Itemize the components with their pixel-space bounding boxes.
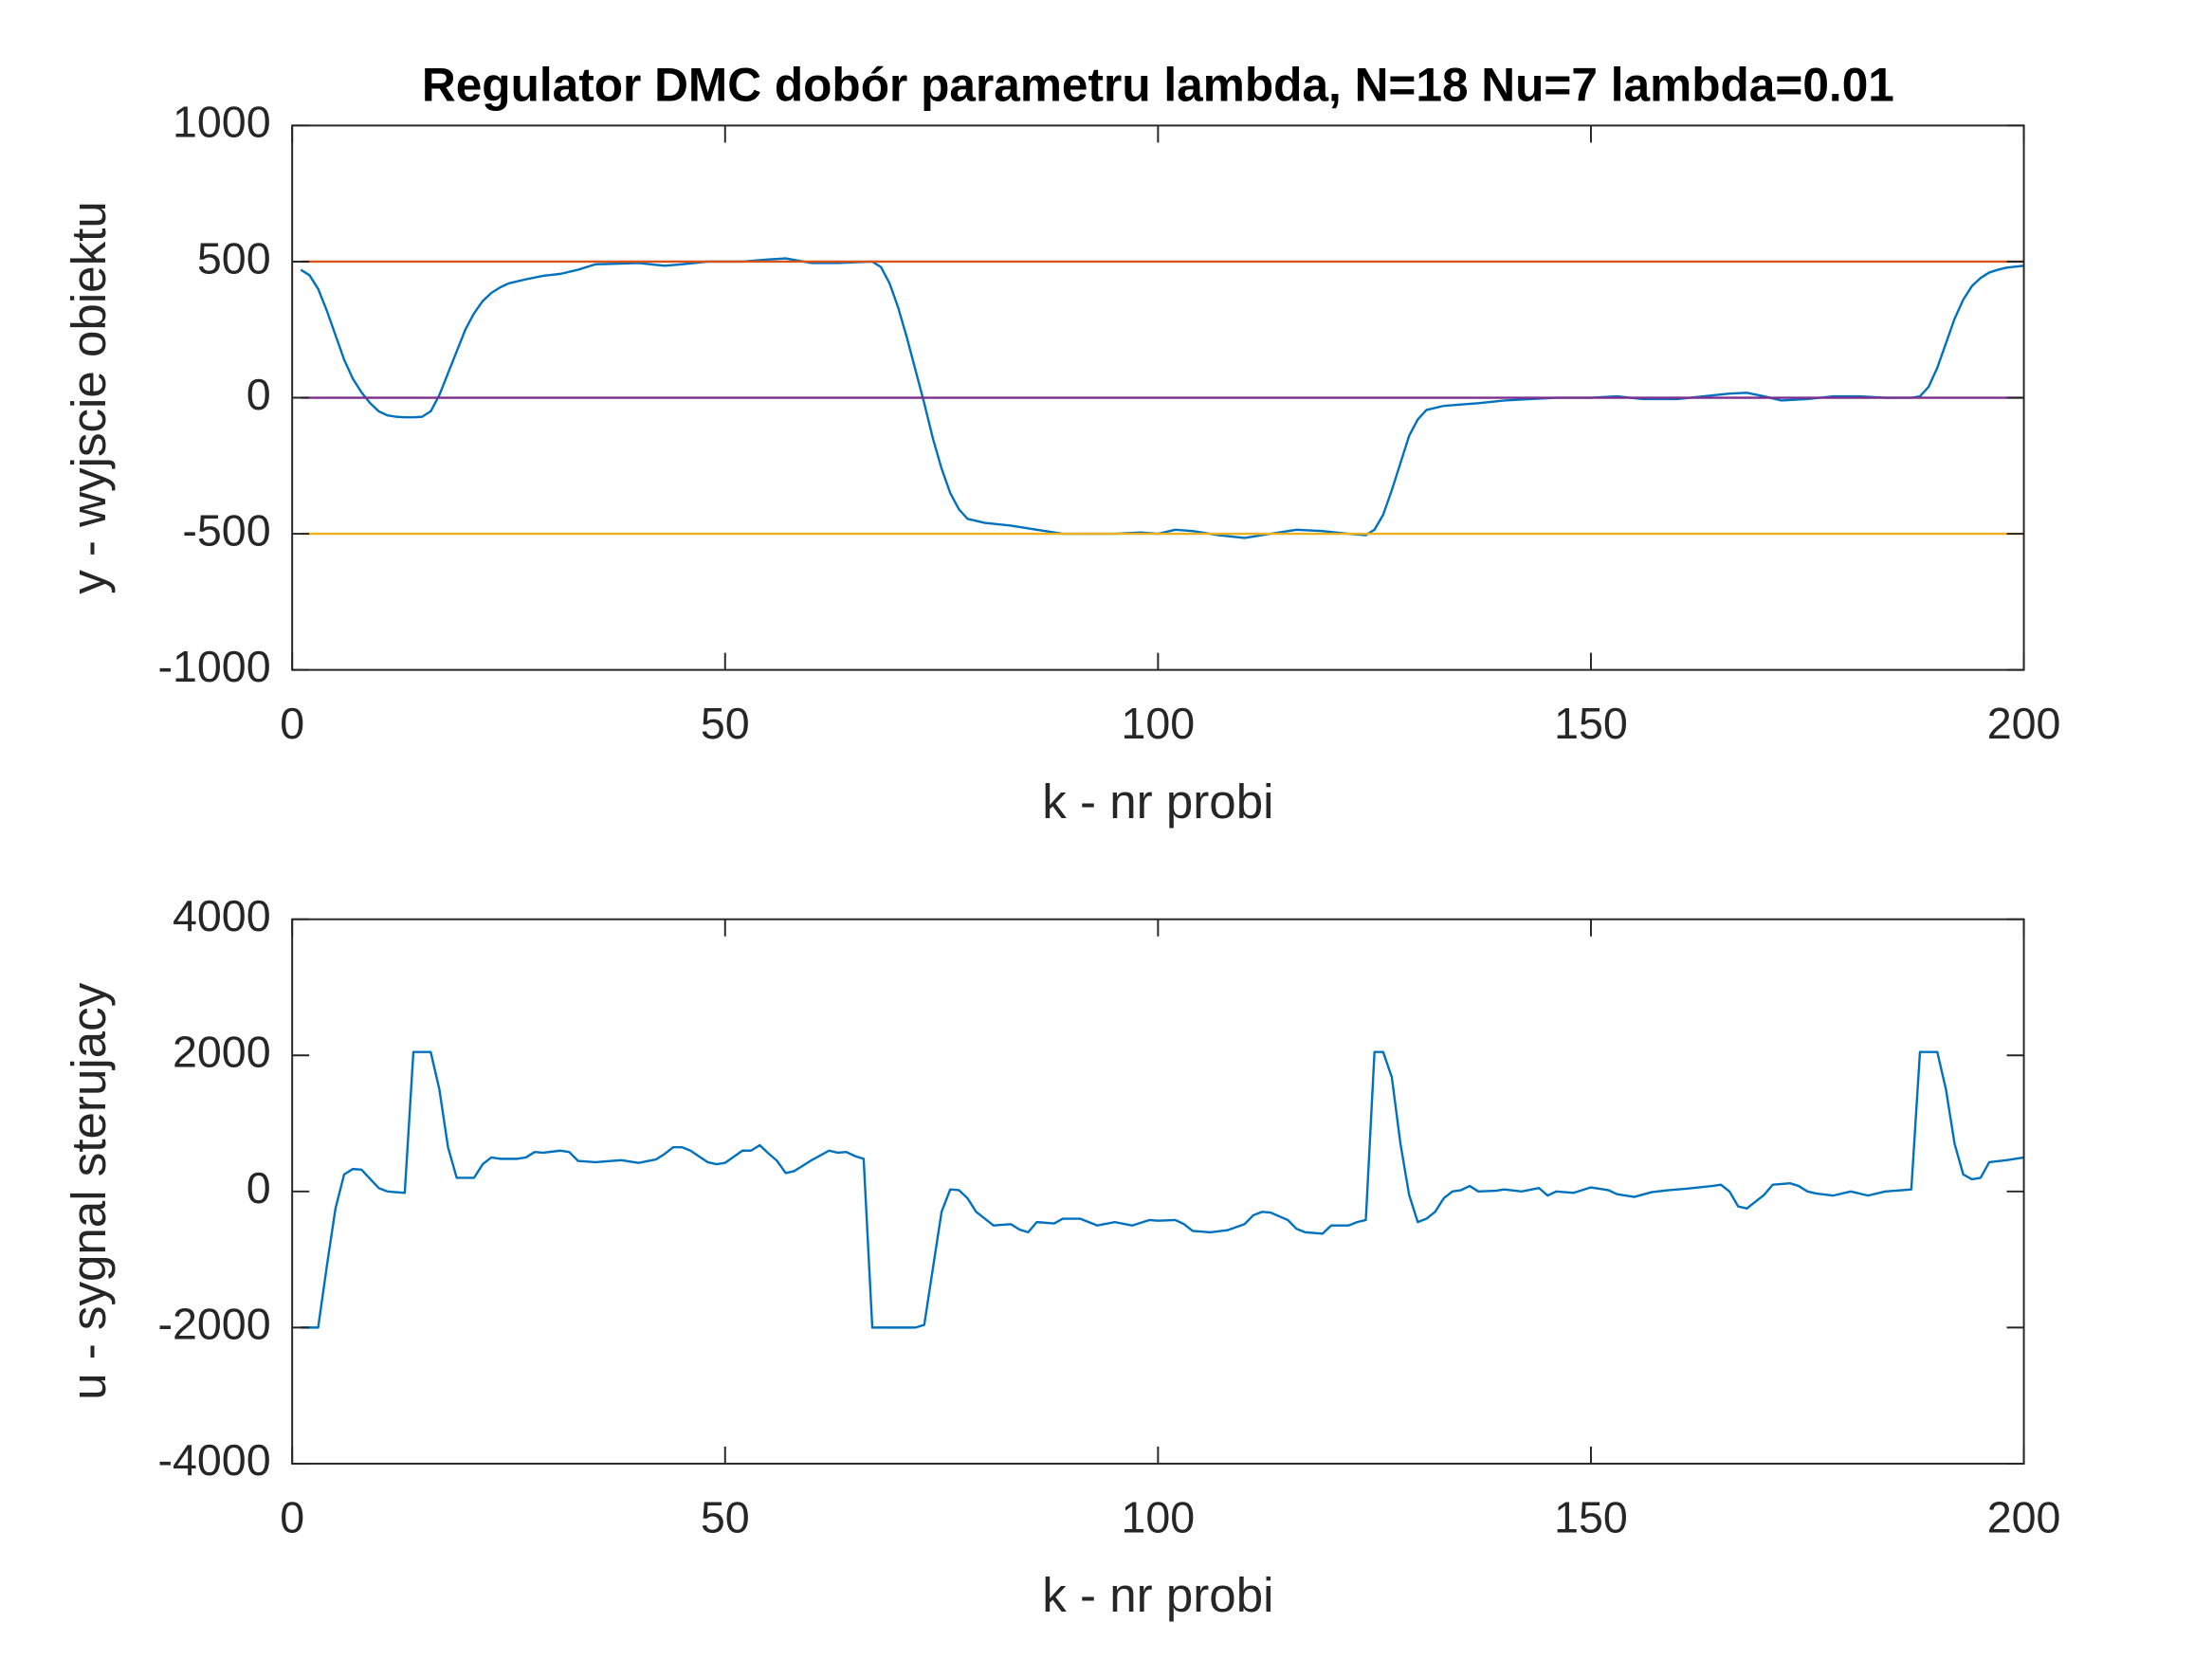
x-tick-label: 150: [1554, 1492, 1628, 1541]
y-tick-label: 2000: [173, 1028, 271, 1077]
y-tick-label: 1000: [173, 98, 271, 147]
x-axis-label: k - nr probi: [1042, 775, 1273, 829]
x-axis-label: k - nr probi: [1042, 1568, 1273, 1622]
y-axis-label: y - wyjscie obiektu: [62, 201, 116, 594]
y-tick-label: -500: [182, 505, 270, 555]
x-tick-label: 100: [1122, 699, 1196, 748]
y-tick-label: 0: [247, 370, 271, 419]
x-tick-label: 200: [1987, 699, 2061, 748]
x-tick-label: 0: [280, 699, 304, 748]
y-tick-label: 500: [197, 233, 271, 283]
y-tick-label: 4000: [173, 891, 271, 940]
y-tick-label: -2000: [157, 1300, 270, 1349]
y-tick-label: -4000: [157, 1435, 270, 1485]
x-tick-label: 200: [1987, 1492, 2061, 1541]
data-line: [301, 1050, 2024, 1329]
chart-title: Regulator DMC dobór parametru lambda, N=…: [422, 58, 1894, 111]
x-tick-label: 150: [1554, 699, 1628, 748]
y-tick-label: 0: [247, 1163, 271, 1212]
x-tick-label: 50: [701, 1492, 750, 1541]
y-tick-label: -1000: [157, 642, 270, 691]
plot-area: [300, 257, 2024, 539]
x-tick-label: 0: [280, 1492, 304, 1541]
y-axis-label: u - sygnal sterujacy: [62, 982, 116, 1400]
x-tick-label: 100: [1122, 1492, 1196, 1541]
plot-area: [301, 1050, 2024, 1329]
x-tick-label: 50: [701, 699, 750, 748]
